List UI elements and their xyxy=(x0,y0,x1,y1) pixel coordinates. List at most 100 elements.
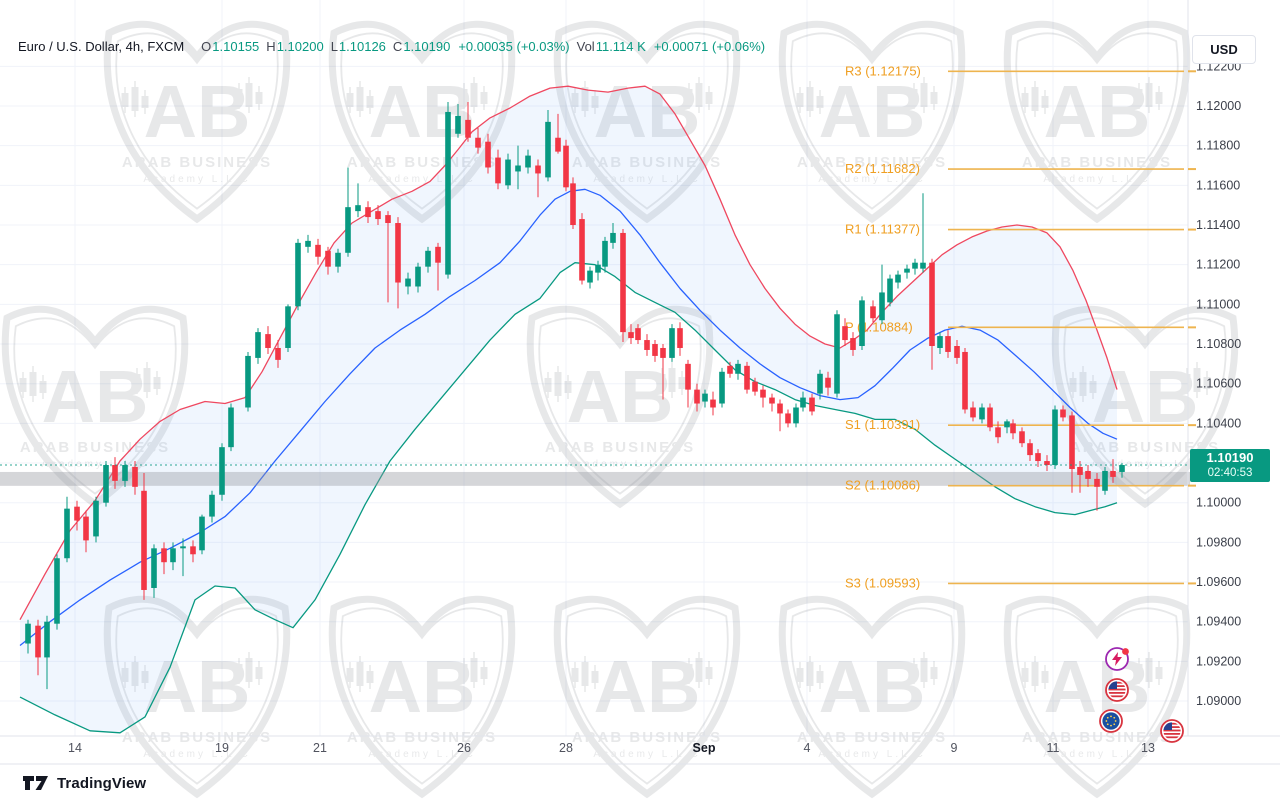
svg-text:AB: AB xyxy=(144,70,251,153)
candle xyxy=(525,155,531,168)
time-axis-label: Sep xyxy=(693,741,716,755)
us-flag-event-icon[interactable] xyxy=(1105,678,1129,702)
candle xyxy=(132,466,138,487)
svg-text:ARAB BUSINESS: ARAB BUSINESS xyxy=(347,729,497,746)
price-axis[interactable]: 1.122001.120001.118001.116001.114001.112… xyxy=(1188,59,1270,708)
candle xyxy=(83,516,89,541)
price-axis-label: 1.11600 xyxy=(1196,178,1240,192)
candle xyxy=(920,262,926,269)
candle xyxy=(141,490,147,590)
candle xyxy=(435,246,441,263)
time-axis-label: 14 xyxy=(68,741,82,755)
price-axis-label: 1.10000 xyxy=(1196,496,1241,510)
open-label: O xyxy=(201,39,212,54)
symbol-legend[interactable]: Euro / U.S. Dollar, 4h, FXCM O1.10155 H1.1… xyxy=(18,39,765,54)
candle xyxy=(209,494,215,517)
time-axis-label: 9 xyxy=(951,741,958,755)
economic-event-markers[interactable] xyxy=(1099,647,1184,743)
candle xyxy=(710,399,716,408)
eu-flag-event-icon[interactable] xyxy=(1099,709,1123,733)
price-axis-label: 1.10600 xyxy=(1196,377,1241,391)
candle xyxy=(295,242,301,307)
candle xyxy=(995,427,1001,438)
candle xyxy=(515,165,521,172)
price-axis-label: 1.09800 xyxy=(1196,535,1241,549)
impact-event-icon[interactable] xyxy=(1105,647,1129,671)
candle xyxy=(800,397,806,408)
candle xyxy=(170,548,176,563)
candle xyxy=(777,403,783,414)
candle xyxy=(842,326,848,341)
svg-text:Academy L.L.C: Academy L.L.C xyxy=(143,749,250,760)
price-axis-label: 1.11000 xyxy=(1196,297,1240,311)
candle xyxy=(151,548,157,588)
price-axis-label: 1.11400 xyxy=(1196,218,1240,232)
price-axis-label: 1.10400 xyxy=(1196,416,1241,430)
svg-text:ARAB BUSINESS: ARAB BUSINESS xyxy=(1022,729,1172,746)
volume-value: 11.114 K xyxy=(595,39,646,54)
candle xyxy=(74,506,80,521)
candle xyxy=(455,115,461,134)
candle xyxy=(895,274,901,283)
candle xyxy=(785,413,791,424)
grid-lines xyxy=(0,0,1188,736)
candle xyxy=(735,363,741,374)
candle xyxy=(325,250,331,267)
candle xyxy=(1094,478,1100,487)
candle xyxy=(25,623,31,644)
svg-text:AB: AB xyxy=(819,70,926,153)
currency-toggle-button[interactable]: USD xyxy=(1192,35,1256,64)
candle xyxy=(1119,465,1125,472)
us-flag-event-icon[interactable] xyxy=(1160,719,1184,743)
candlestick-series xyxy=(25,102,1125,690)
time-axis-label: 28 xyxy=(559,741,573,755)
candle xyxy=(425,250,431,267)
time-axis[interactable]: 14 19 21 26 28 Sep 4 9 11 13 xyxy=(68,741,1155,755)
candle xyxy=(817,373,823,394)
candle xyxy=(180,546,186,549)
candle xyxy=(937,336,943,348)
svg-text:AB: AB xyxy=(1044,645,1151,728)
candle xyxy=(962,351,968,410)
low-label: L xyxy=(330,39,338,54)
candle xyxy=(475,137,481,148)
candle xyxy=(103,465,109,503)
svg-text:ARAB BUSINESS: ARAB BUSINESS xyxy=(20,439,170,456)
svg-text:AB: AB xyxy=(594,645,701,728)
candle xyxy=(535,165,541,174)
candle xyxy=(555,137,561,152)
candle xyxy=(727,365,733,374)
candle xyxy=(345,207,351,253)
candle xyxy=(545,121,551,178)
svg-text:Academy L.L.C: Academy L.L.C xyxy=(818,749,925,760)
change-value: +0.00035 (+0.03%) xyxy=(458,39,570,54)
candle xyxy=(587,270,593,283)
price-axis-label: 1.09000 xyxy=(1196,694,1241,708)
candle xyxy=(570,183,576,226)
candle xyxy=(228,407,234,448)
candle xyxy=(93,500,99,537)
candle xyxy=(595,264,601,273)
price-axis-label: 1.10800 xyxy=(1196,337,1241,351)
candle xyxy=(652,344,658,356)
time-axis-label: 26 xyxy=(457,741,471,755)
candle xyxy=(1019,431,1025,444)
candle xyxy=(275,347,281,360)
svg-text:ARAB BUSINESS: ARAB BUSINESS xyxy=(572,729,722,746)
svg-text:AB: AB xyxy=(1092,355,1199,438)
candle xyxy=(887,278,893,303)
candle xyxy=(161,548,167,563)
candle xyxy=(112,465,118,481)
svg-text:Academy L.L.C: Academy L.L.C xyxy=(368,174,475,185)
candle xyxy=(752,381,758,392)
close-label: C xyxy=(392,39,403,54)
candle xyxy=(610,232,616,243)
svg-text:Academy L.L.C: Academy L.L.C xyxy=(143,174,250,185)
tradingview-branding[interactable]: TradingView xyxy=(22,772,146,794)
